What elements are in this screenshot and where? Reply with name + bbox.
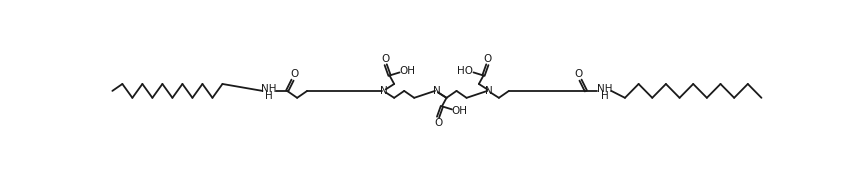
Text: N: N [380,86,388,96]
Text: NH: NH [597,84,612,94]
Text: H: H [265,91,272,101]
Text: O: O [290,69,298,79]
Text: NH: NH [261,84,277,94]
Text: OH: OH [399,66,415,76]
Text: N: N [485,86,493,96]
Text: N: N [432,86,441,96]
Text: O: O [483,54,492,64]
Text: OH: OH [452,106,467,116]
Text: O: O [381,54,390,64]
Text: HO: HO [457,66,473,76]
Text: H: H [601,91,608,101]
Text: O: O [434,118,443,128]
Text: O: O [574,69,583,79]
